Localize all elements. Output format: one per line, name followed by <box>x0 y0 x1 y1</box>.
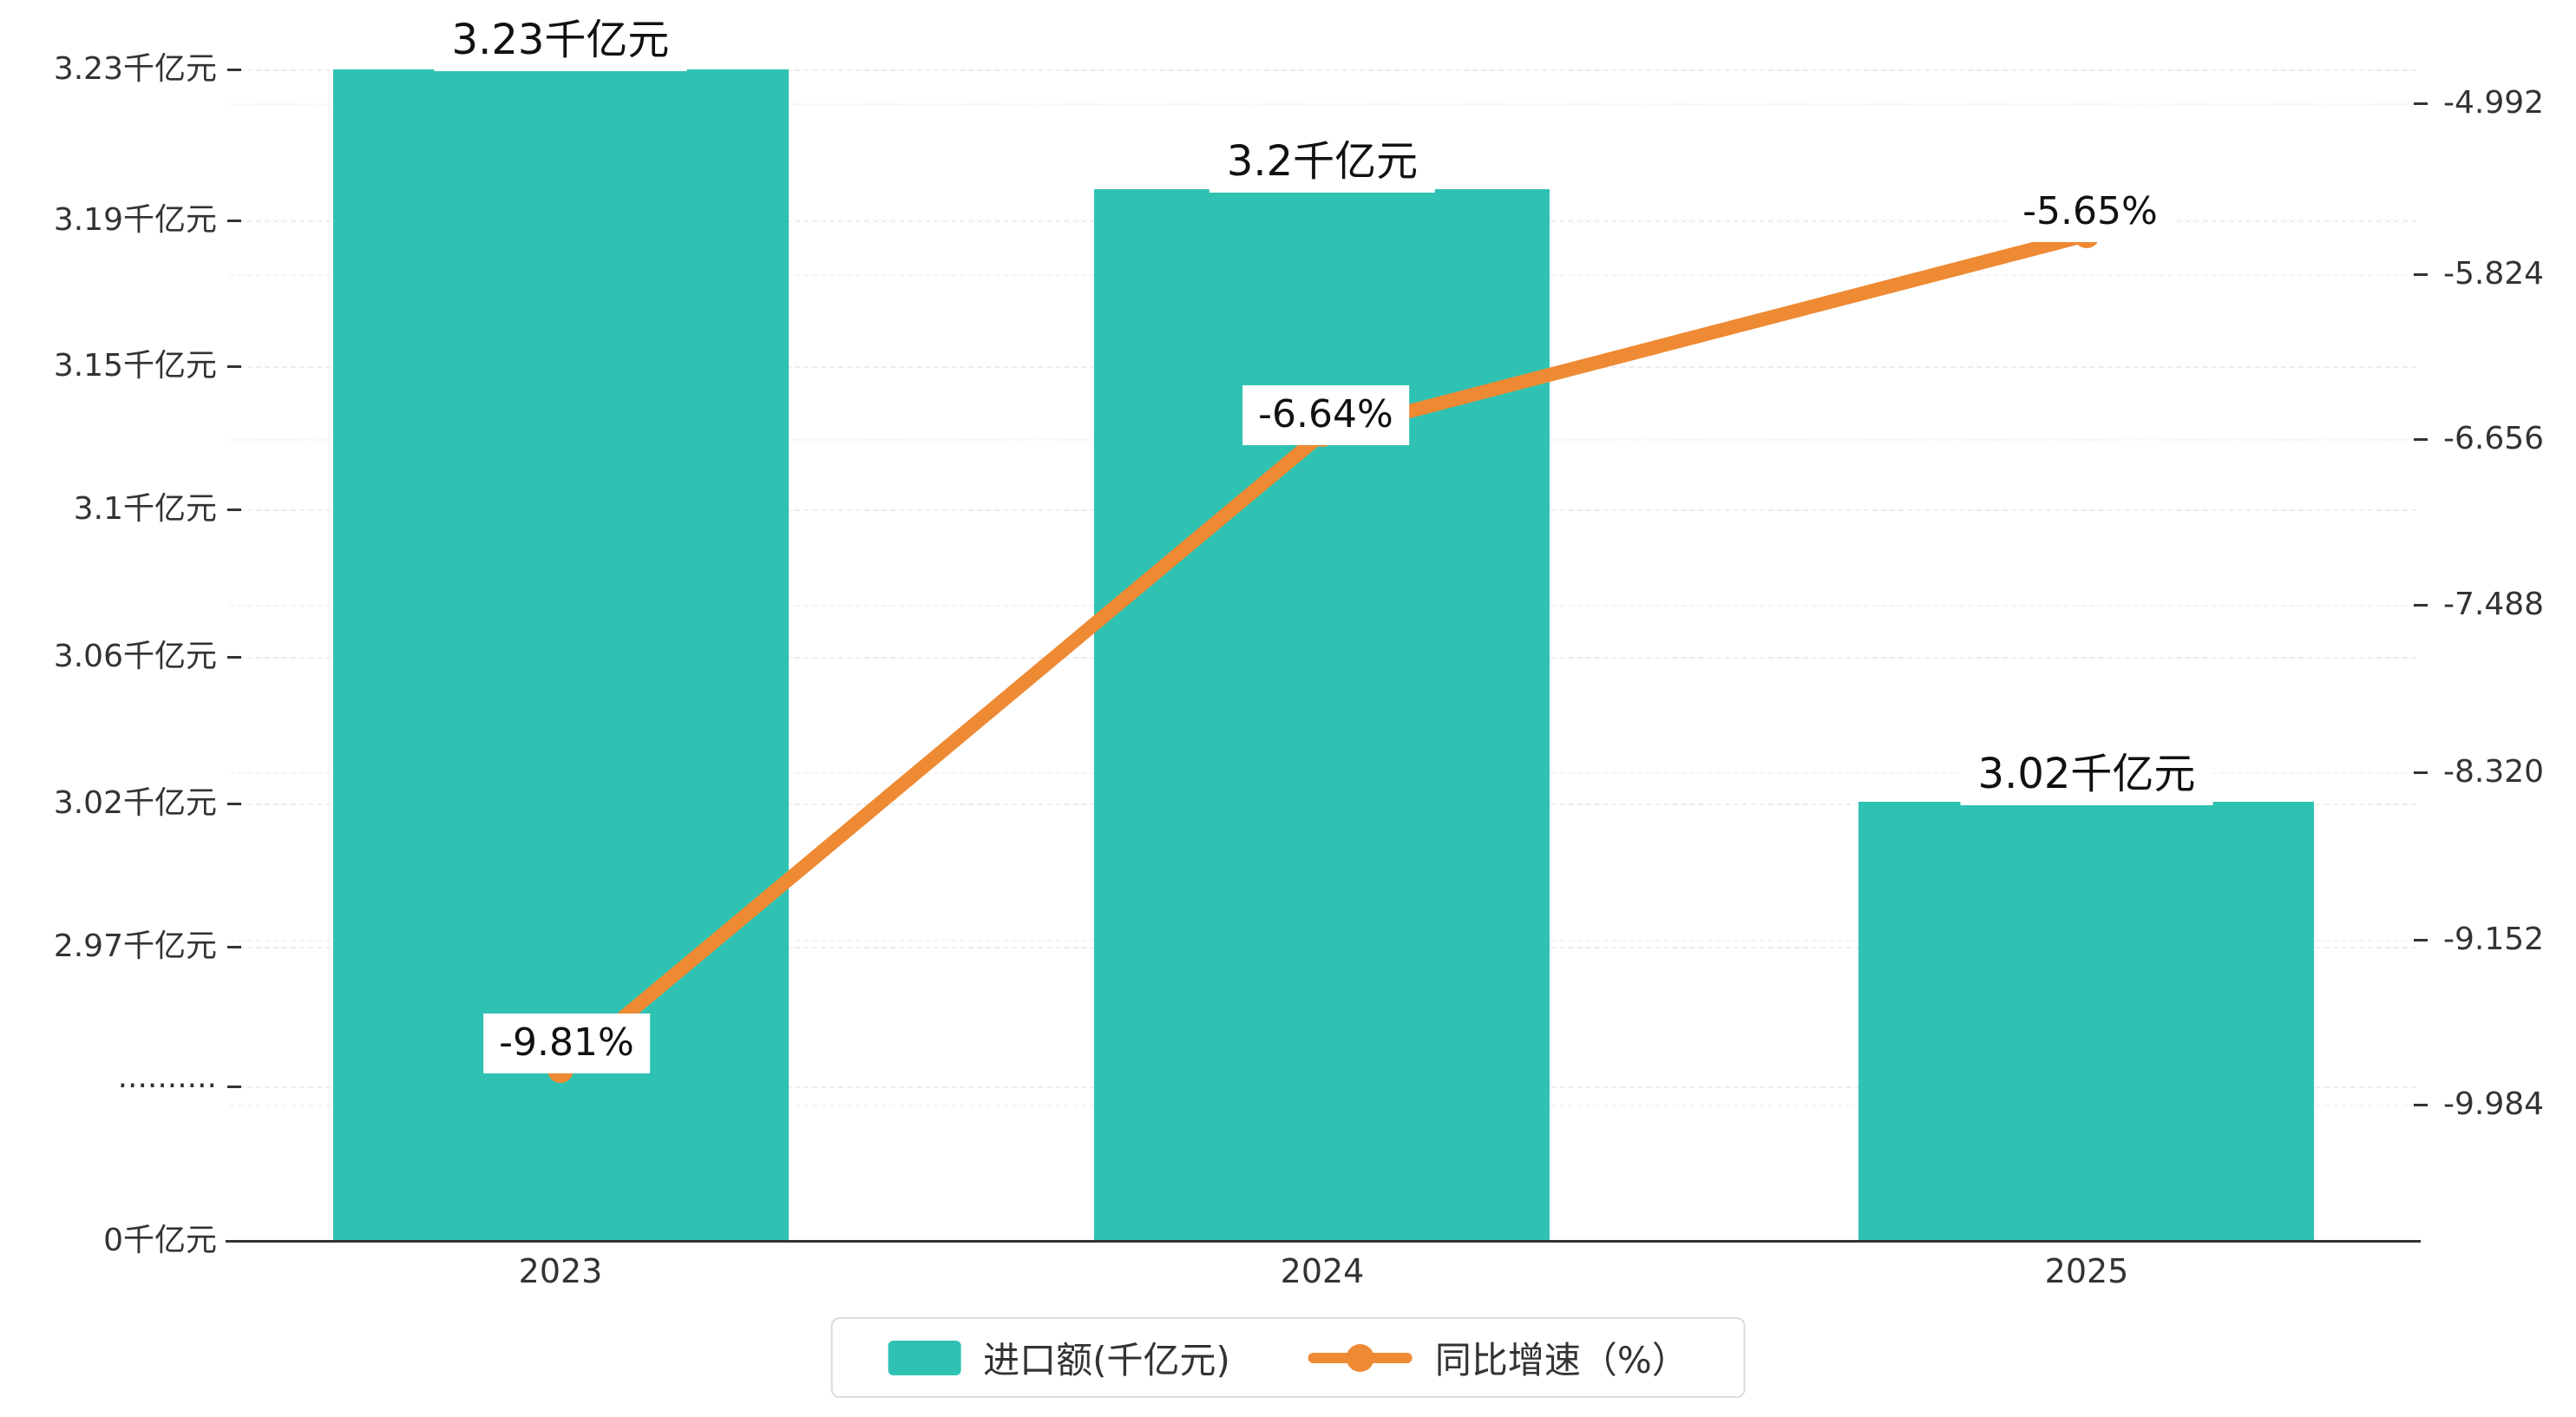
y-axis-left-tick-label: 3.19千亿元 <box>53 202 217 238</box>
y-axis-tick-mark <box>2414 771 2428 774</box>
line-series-marker-icon <box>1308 1343 1413 1372</box>
bar-value-label: 3.02千亿元 <box>1960 745 2213 805</box>
line-series-dot-icon <box>1346 1343 1374 1372</box>
y-axis-tick-mark <box>2414 438 2428 441</box>
y-axis-tick-mark <box>227 220 241 222</box>
bar-value-label: 3.23千亿元 <box>434 10 687 71</box>
legend-item-import[interactable]: 进口额(千亿元) <box>888 1331 1230 1384</box>
y-axis-tick-mark <box>2414 273 2428 276</box>
y-axis-tick-mark <box>2414 604 2428 607</box>
y-axis-tick-mark <box>227 1086 241 1088</box>
line-value-label: -9.81% <box>483 1014 650 1073</box>
y-axis-break-label: ·········· <box>117 1068 217 1104</box>
bar-2024[interactable] <box>1094 189 1550 1241</box>
x-axis-label-2024: 2024 <box>1280 1252 1365 1290</box>
legend-label: 同比增速（%） <box>1434 1339 1688 1381</box>
y-axis-right-tick-label: -9.984 <box>2443 1086 2545 1122</box>
y-axis-right-tick-label: -5.824 <box>2443 256 2545 292</box>
gridline <box>230 69 2416 71</box>
y-axis-left-tick-label: 3.02千亿元 <box>53 785 217 821</box>
x-axis-line <box>226 1240 2421 1243</box>
line-value-label: -6.64% <box>1242 385 1409 445</box>
y-axis-tick-mark <box>2414 939 2428 941</box>
gridline <box>230 103 2416 105</box>
y-axis-left-tick-label: 3.15千亿元 <box>53 348 217 384</box>
line-value-label: -5.65% <box>2007 182 2173 242</box>
y-axis-left-tick-label: 0千亿元 <box>103 1223 217 1258</box>
y-axis-right-tick-label: -4.992 <box>2443 85 2545 121</box>
legend-item-growth[interactable]: 同比增速（%） <box>1308 1331 1688 1384</box>
bar-value-label: 3.2千亿元 <box>1209 132 1436 193</box>
y-axis-tick-mark <box>227 508 241 511</box>
y-axis-left-tick-label: 3.06千亿元 <box>53 639 217 674</box>
legend: 进口额(千亿元) 同比增速（%） <box>830 1317 1746 1398</box>
bar-series-swatch-icon <box>888 1340 961 1375</box>
y-axis-right-tick-label: -6.656 <box>2443 421 2545 456</box>
y-axis-tick-mark <box>2414 102 2428 105</box>
x-axis-label-2023: 2023 <box>518 1252 603 1290</box>
y-axis-left-tick-label: 3.1千亿元 <box>73 491 217 527</box>
y-axis-tick-mark <box>227 946 241 948</box>
y-axis-left-tick-label: 2.97千亿元 <box>53 928 217 964</box>
legend-label: 进口额(千亿元) <box>983 1339 1230 1381</box>
y-axis-right-tick-label: -7.488 <box>2443 587 2545 622</box>
y-axis-tick-mark <box>227 365 241 368</box>
bar-2025[interactable] <box>1858 802 2314 1241</box>
y-axis-left-tick-label: 3.23千亿元 <box>53 51 217 87</box>
x-axis-label-2025: 2025 <box>2044 1252 2129 1290</box>
y-axis-right-tick-label: -8.320 <box>2443 754 2545 790</box>
y-axis-tick-mark <box>227 803 241 805</box>
y-axis-tick-mark <box>227 69 241 71</box>
y-axis-tick-mark <box>227 656 241 659</box>
y-axis-right-tick-label: -9.152 <box>2443 922 2545 957</box>
y-axis-tick-mark <box>2414 1104 2428 1106</box>
